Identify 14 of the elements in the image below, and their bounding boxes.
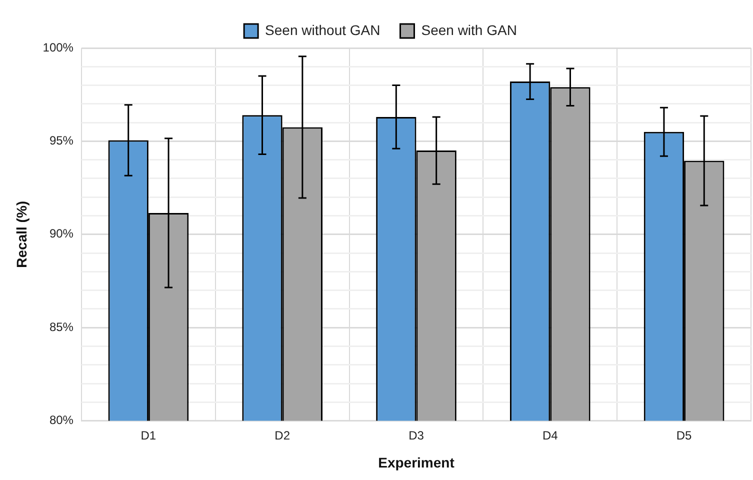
- y-tick-label: 80%: [49, 413, 74, 428]
- y-tick-label: 95%: [49, 134, 74, 148]
- x-tick-label: D1: [140, 428, 156, 442]
- x-axis-title: Experiment: [378, 454, 455, 470]
- legend-label: Seen with GAN: [421, 22, 517, 38]
- y-tick-label: 90%: [49, 226, 74, 241]
- x-tick-label: D3: [408, 428, 424, 442]
- y-axis-title: Recall (%): [13, 200, 30, 268]
- x-tick-label: D2: [274, 428, 290, 442]
- legend-label: Seen without GAN: [265, 22, 380, 38]
- x-tick-label: D4: [542, 428, 558, 442]
- y-tick-label: 85%: [49, 320, 74, 334]
- y-tick-label: 100%: [42, 40, 74, 54]
- x-tick-label: D5: [676, 428, 692, 442]
